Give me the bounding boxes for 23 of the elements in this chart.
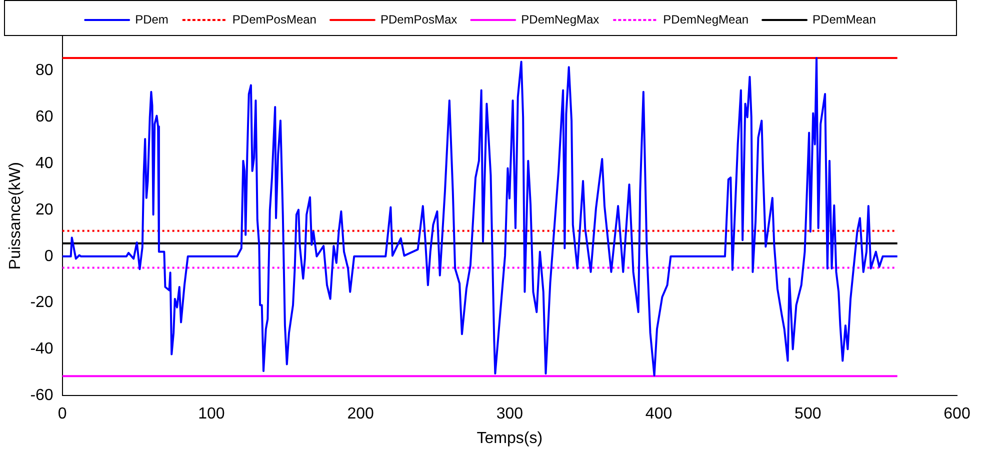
legend-label: PDem [135, 12, 168, 26]
y-tick-label: -20 [30, 294, 54, 312]
y-tick-label: -60 [30, 387, 54, 404]
legend-label: PDemPosMean [232, 12, 316, 26]
x-tick-label: 200 [347, 406, 374, 423]
y-tick-label: -40 [30, 340, 54, 358]
x-tick-label: 300 [496, 406, 524, 423]
y-tick-label: 80 [36, 62, 54, 80]
legend-label: PDemPosMax [380, 12, 458, 26]
x-axis-title: Temps(s) [476, 430, 543, 447]
y-tick-label: 60 [36, 108, 54, 126]
x-tick-label: 400 [645, 406, 672, 423]
legend-label: PDemNegMean [663, 12, 749, 26]
y-axis-title: Puissance(kW) [7, 162, 24, 270]
x-tick-label: 0 [58, 406, 67, 423]
y-tick-label: 0 [44, 248, 54, 265]
x-tick-label: 500 [794, 406, 822, 423]
legend-label: PDemMean [812, 12, 876, 26]
y-tick-label: 40 [36, 155, 54, 172]
x-tick-label: 100 [198, 406, 225, 423]
y-tick-label: 20 [36, 201, 54, 218]
legend-label: PDemNegMax [521, 12, 600, 26]
x-tick-label: 600 [944, 406, 970, 423]
